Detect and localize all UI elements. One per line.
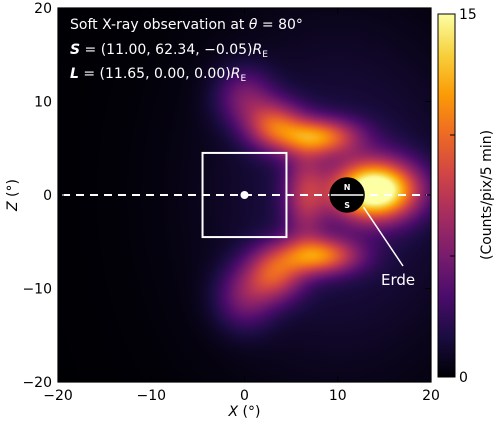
x-tick-label: −10: [136, 388, 166, 404]
earth-callout-label: Erde: [381, 271, 415, 289]
annotation-l-line: L = (11.65, 0.00, 0.00)RE: [70, 66, 246, 84]
x-tick-label: 20: [422, 388, 440, 404]
field-of-view-box: [201, 151, 288, 239]
colorbar-ticks: 15 0: [450, 7, 477, 386]
y-tick-label: 10: [34, 95, 52, 111]
y-axis-label: Z (°): [5, 179, 21, 212]
annotation-l-value: = (11.65, 0.00, 0.00): [79, 66, 231, 82]
x-axis: −20 −10 0 10 20: [43, 8, 440, 404]
x-tick-label: −20: [43, 388, 73, 404]
colorbar-gradient: [437, 13, 456, 378]
annotation-title-value: = 80°: [257, 17, 302, 33]
reference-point: [240, 191, 249, 199]
annotation-theta: θ: [249, 17, 258, 33]
y-axis-unit: (°): [5, 179, 21, 201]
annotation-l-symbol: L: [70, 66, 79, 82]
earth-south-label: S: [344, 201, 350, 210]
x-tick-label: 10: [329, 388, 347, 404]
annotation-s-unit: R: [253, 42, 263, 58]
y-tick-label: −10: [22, 282, 52, 298]
y-tick-label: 20: [34, 1, 52, 17]
y-tick-label: −20: [22, 375, 52, 391]
colorbar-label: (Counts/pix/5 min): [479, 130, 495, 260]
earth-marker: N S: [329, 177, 365, 213]
plot-annotations: N S Erde: [62, 151, 427, 289]
colorbar-tick-label: 15: [459, 7, 477, 23]
info-text: Soft X-ray observation at θ = 80° S = (1…: [70, 17, 303, 84]
x-axis-unit: (°): [238, 404, 260, 420]
annotation-s-unit-sub: E: [262, 50, 268, 60]
x-tick-label: 0: [240, 388, 249, 404]
earth-north-label: N: [344, 183, 351, 192]
annotation-title-text: Soft X-ray observation at: [70, 17, 249, 33]
x-axis-var: X: [228, 404, 239, 420]
y-tick-label: 0: [43, 188, 52, 204]
annotation-l-unit-sub: E: [240, 74, 246, 84]
annotation-s-line: S = (11.00, 62.34, −0.05)RE: [70, 42, 268, 60]
annotation-s-symbol: S: [70, 42, 80, 58]
colorbar: 15 0 (Counts/pix/5 min): [437, 7, 495, 386]
x-axis-label: X (°): [228, 404, 261, 420]
colorbar-tick-label: 0: [459, 370, 468, 386]
y-axis: −20 −10 0 10 20: [22, 1, 431, 391]
y-axis-var: Z: [5, 201, 21, 212]
earth-callout-line: [362, 206, 404, 267]
annotation-title: Soft X-ray observation at θ = 80°: [70, 17, 303, 33]
annotation-s-value: = (11.00, 62.34, −0.05): [80, 42, 252, 58]
annotation-l-unit: R: [231, 66, 241, 82]
